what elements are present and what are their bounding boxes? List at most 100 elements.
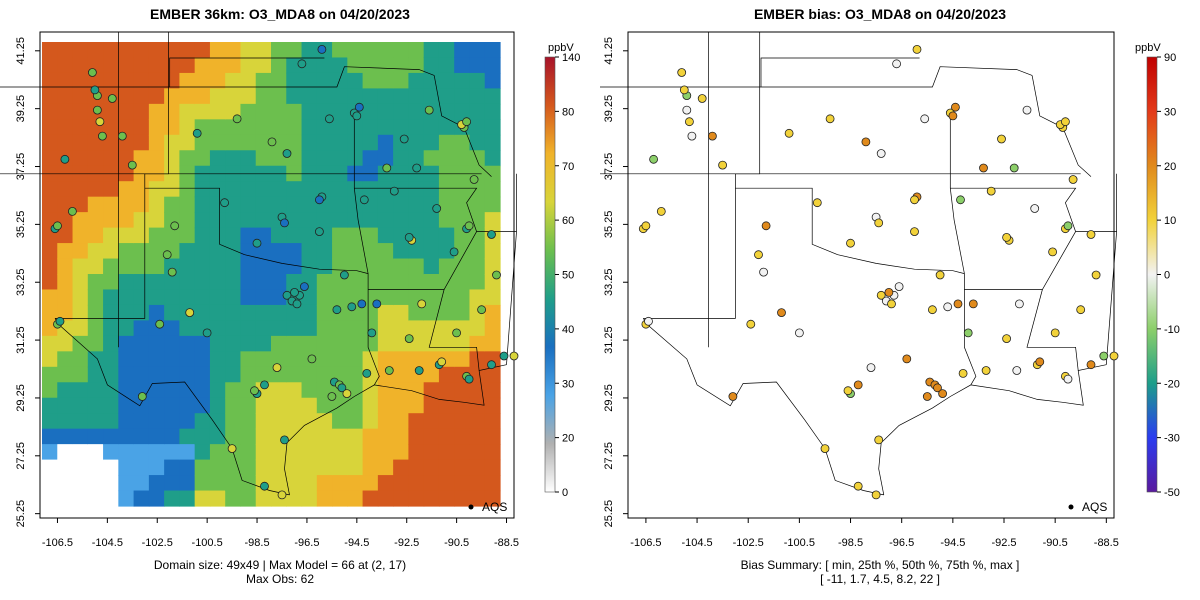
monitor-point (477, 305, 487, 315)
y-tick-label: 29.25 (15, 384, 27, 412)
monitor-point (986, 186, 996, 196)
monitor-point (352, 111, 362, 121)
y-tick-label: 39.25 (15, 95, 27, 123)
model-surface-grid (42, 42, 501, 507)
monitor-points (50, 45, 519, 500)
monitor-point (892, 59, 902, 69)
monitor-point (437, 357, 447, 367)
monitor-point (299, 282, 309, 292)
monitor-point (920, 114, 930, 124)
monitor-point (449, 247, 459, 257)
monitor-point (509, 351, 519, 361)
monitor-point (332, 305, 342, 315)
x-tick-label: -88.5 (1094, 537, 1119, 549)
monitor-point (384, 366, 394, 375)
monitor-point (68, 206, 77, 216)
monitor-point (227, 444, 237, 454)
x-tick-label: -106.5 (42, 537, 73, 549)
monitor-point (487, 360, 496, 370)
monitor-point (250, 386, 259, 396)
monitor-point (1091, 270, 1101, 280)
monitor-point (718, 160, 727, 170)
monitor-point (252, 238, 262, 248)
monitor-point (746, 319, 756, 329)
monitor-point (910, 195, 919, 205)
monitor-point (93, 105, 102, 115)
monitor-point (1060, 117, 1070, 127)
colorbar-tick-label: 0 (562, 487, 568, 499)
bias-points (638, 45, 1119, 500)
y-tick-label: 31.25 (603, 326, 615, 354)
y-tick-label: 37.25 (603, 153, 615, 181)
monitor-point (997, 134, 1006, 144)
monitor-point (90, 85, 100, 95)
x-tick-label: -104.5 (92, 537, 123, 549)
monitor-point (943, 302, 953, 312)
monitor-point (282, 149, 292, 158)
monitor-point (220, 198, 230, 208)
monitor-point (910, 227, 919, 237)
monitor-point (1086, 360, 1096, 370)
monitor-point (95, 117, 105, 127)
monitor-point (260, 380, 269, 390)
state-borders (600, 32, 1117, 496)
monitor-point (1076, 305, 1086, 315)
monitor-point (272, 363, 282, 373)
colorbar-tick-label: 0 (1164, 270, 1170, 282)
monitor-point (979, 163, 988, 173)
monitor-point (754, 250, 763, 260)
monitor-point (685, 117, 694, 127)
colorbar-tick-label: 90 (1164, 52, 1176, 64)
bias-caption-header: Bias Summary: [ min, 25th %, 50th %, 75t… (740, 558, 1020, 572)
monitor-point (277, 490, 287, 500)
monitor-point (677, 68, 687, 77)
monitor-point (107, 94, 117, 103)
monitor-point (53, 221, 62, 231)
monitor-point (354, 102, 364, 112)
monitor-point (399, 134, 409, 144)
colorbar-tick-label: 80 (562, 106, 574, 118)
monitor-point (927, 305, 937, 315)
monitor-point (137, 392, 147, 401)
map-axes: -106.5 -104.5 -102.5 -100.5 -98.5 -96.5 -94.5 -… (603, 37, 1119, 549)
x-tick-label: -92.5 (394, 537, 419, 549)
x-tick-label: -102.5 (733, 537, 764, 549)
colorbar-tick-label: 60 (562, 215, 574, 227)
x-tick-label: -94.5 (344, 537, 369, 549)
monitor-point (963, 328, 973, 338)
monitor-point (968, 299, 978, 309)
monitor-point (1014, 299, 1024, 309)
monitor-point (192, 128, 202, 138)
colorbar-tick-label: 20 (1164, 161, 1176, 173)
monitor-point (327, 392, 337, 401)
y-tick-label: 41.25 (603, 37, 615, 65)
monitor-point (404, 232, 414, 242)
monitor-point (170, 221, 180, 231)
monitor-point (697, 94, 707, 103)
monitor-point (935, 270, 945, 280)
monitor-point (60, 154, 70, 164)
y-tick-label: 33.25 (603, 268, 615, 296)
monitor-point (871, 490, 881, 500)
aqs-legend-dot (468, 504, 474, 510)
x-tick-label: -88.5 (494, 537, 519, 549)
x-tick-label: -90.5 (444, 537, 469, 549)
model-colorbar: 0 20 30 40 50 60 70 80 140 (544, 52, 580, 499)
monitor-point (922, 392, 932, 401)
monitor-point (876, 290, 886, 300)
monitor-point (874, 435, 884, 445)
monitor-point (887, 299, 896, 309)
monitor-point (812, 198, 822, 208)
monitor-point (492, 270, 501, 280)
y-tick-label: 25.25 (15, 500, 27, 528)
monitor-point (292, 299, 302, 309)
monitor-point (884, 287, 894, 297)
colorbar-unit: ppbV (1135, 42, 1161, 54)
map-axes: -106.5 -104.5 -102.5 -100.5 -98.5 -96.5 -94.5 -… (15, 37, 519, 549)
aqs-legend-dot (1068, 504, 1074, 510)
monitor-point (432, 204, 442, 213)
model-caption-maxobs: Max Obs: 62 (245, 572, 315, 586)
bias-panel-title: EMBER bias: O3_MDA8 on 04/20/2023 (753, 6, 1007, 22)
monitor-point (280, 435, 289, 445)
